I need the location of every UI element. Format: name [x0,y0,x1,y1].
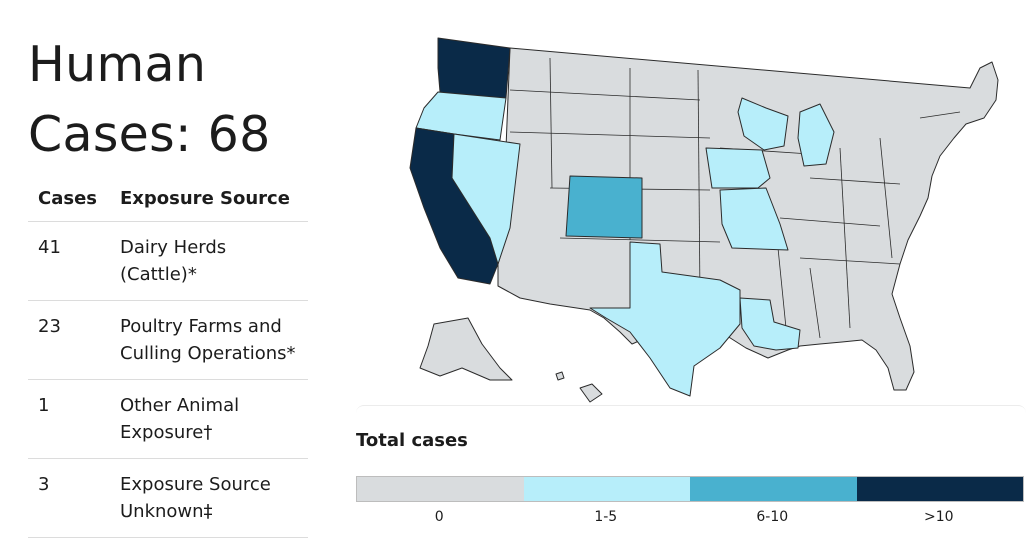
border-line [779,217,881,227]
row-cases: 1 [28,379,110,459]
table-row: 23 Poultry Farms and Culling Operations* [28,300,308,380]
legend-label: 0 [434,509,444,525]
legend-labels: 0 1-5 6-10 >10 [356,509,1022,525]
legend: Total cases 0 1-5 6-10 >10 [356,405,1026,542]
legend-label: >10 [923,509,954,525]
legend-title: Total cases [356,430,468,451]
table-row: 1 Other Animal Exposure† [28,379,308,459]
row-source: Other Animal Exposure† [110,379,308,459]
table-row: 41 Dairy Herds (Cattle)* [28,221,308,301]
border-line [879,137,893,259]
column-header-cases: Cases [28,188,110,222]
border-line [919,111,961,119]
page-title: Human Cases: 68 [28,30,308,170]
border-line [697,69,701,299]
map-state-colorado [565,175,643,239]
map-state-nevada [451,133,521,265]
legend-swatch-over-10 [856,477,1023,501]
us-map [380,28,1030,408]
us-map-svg [409,37,999,403]
border-line [799,257,901,265]
legend-swatch-1-5 [523,477,690,501]
map-state-hawaii [579,383,603,403]
border-line [549,57,553,189]
exposure-table: Cases Exposure Source 41 Dairy Herds (Ca… [28,188,308,538]
column-header-source: Exposure Source [110,188,308,222]
legend-swatch-0 [357,477,524,501]
row-cases: 23 [28,300,110,380]
border-line [839,147,851,329]
map-state-michigan [797,103,835,167]
border-line [809,177,901,185]
row-cases: 3 [28,458,110,538]
row-source: Poultry Farms and Culling Operations* [110,300,308,380]
legend-swatch-6-10 [690,477,857,501]
border-line [509,89,701,101]
map-state-iowa [705,147,771,189]
map-state-alaska [419,317,513,381]
row-cases: 41 [28,221,110,301]
table-header-row: Cases Exposure Source [28,188,308,222]
legend-color-bar [356,476,1024,502]
map-state-wisconsin [737,97,789,151]
row-source: Exposure Source Unknown‡ [110,458,308,538]
legend-label: 6-10 [756,509,789,525]
title-line-2: Cases: 68 [28,106,271,163]
map-state-louisiana [739,297,801,351]
map-state-missouri [719,187,789,251]
table-row: 3 Exposure Source Unknown‡ [28,458,308,538]
row-source: Dairy Herds (Cattle)* [110,221,308,301]
border-line [509,131,711,139]
border-line [809,267,821,339]
border-line [559,237,721,243]
legend-label: 1-5 [594,509,618,525]
summary-panel: Human Cases: 68 Cases Exposure Source 41… [28,30,308,538]
map-state-washington [437,37,511,99]
map-state-hawaii-small [555,371,565,381]
title-line-1: Human [28,36,207,93]
map-state-texas [589,241,741,397]
